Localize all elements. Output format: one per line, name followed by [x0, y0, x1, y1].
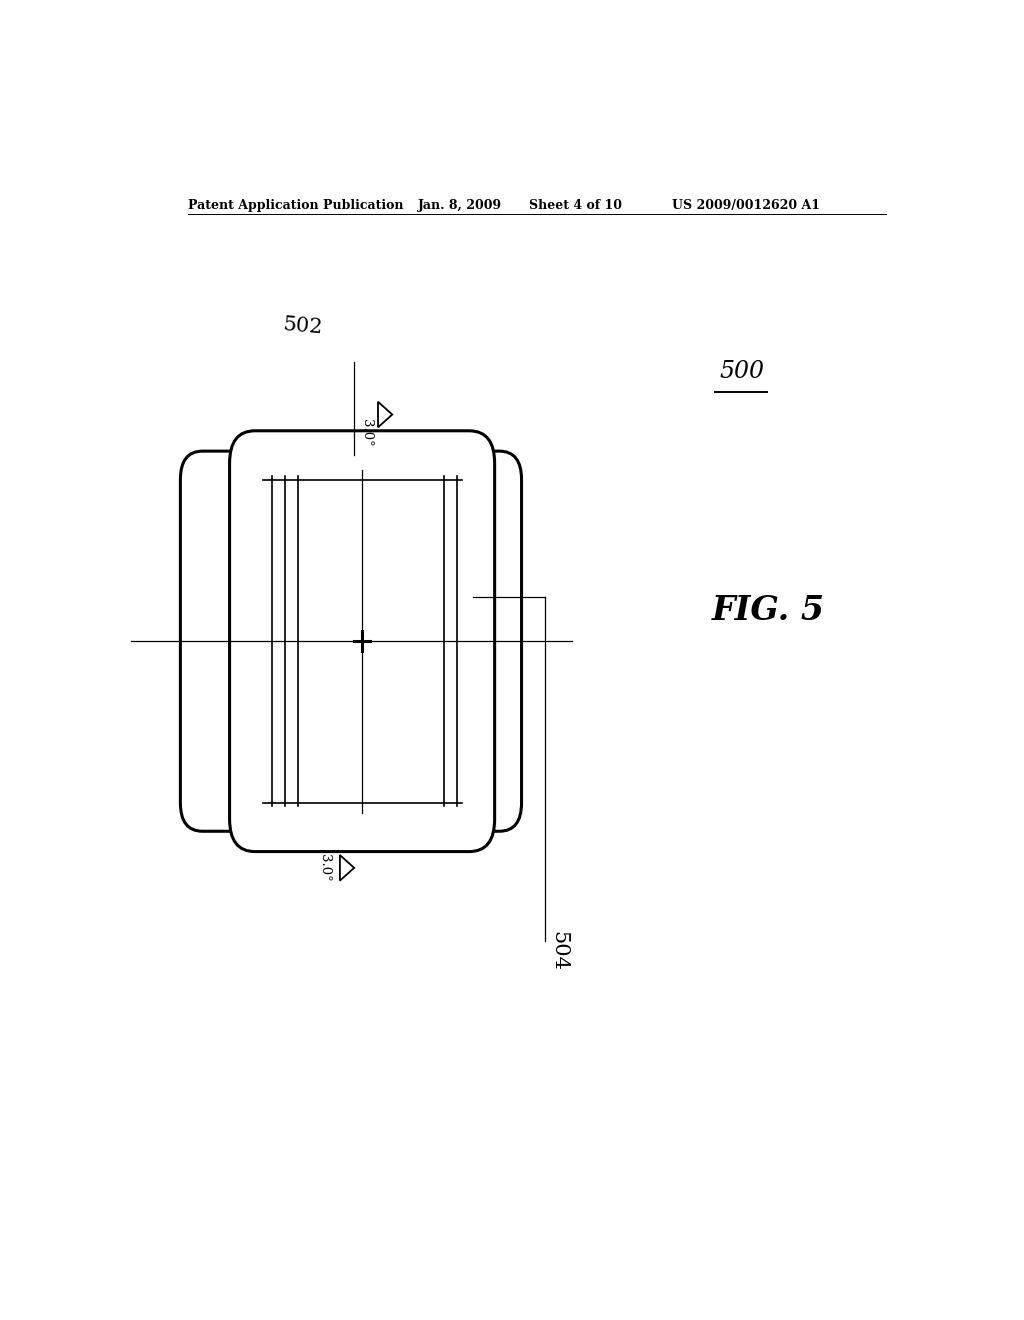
FancyBboxPatch shape: [229, 430, 495, 851]
Text: Patent Application Publication: Patent Application Publication: [187, 199, 403, 213]
Text: 500: 500: [719, 360, 764, 383]
Text: 3.0°: 3.0°: [359, 418, 373, 446]
Text: US 2009/0012620 A1: US 2009/0012620 A1: [672, 199, 819, 213]
Text: 502: 502: [282, 315, 324, 338]
Text: Jan. 8, 2009: Jan. 8, 2009: [418, 199, 502, 213]
FancyBboxPatch shape: [452, 451, 521, 832]
FancyBboxPatch shape: [180, 451, 255, 832]
Text: 3.0°: 3.0°: [317, 854, 331, 882]
Text: 504: 504: [550, 931, 568, 972]
Text: FIG. 5: FIG. 5: [712, 594, 824, 627]
Text: Sheet 4 of 10: Sheet 4 of 10: [528, 199, 622, 213]
